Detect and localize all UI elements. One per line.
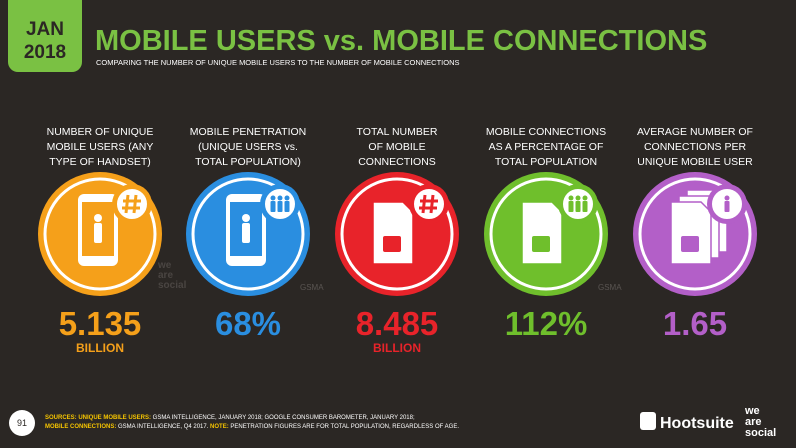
source-segment: MOBILE CONNECTIONS: (45, 424, 116, 430)
stat-label: CONNECTIONS (358, 156, 436, 168)
stat-circle-inner (43, 177, 157, 291)
badge-month: JAN (26, 19, 64, 40)
sim-card (372, 201, 414, 265)
sources: SOURCES: UNIQUE MOBILE USERS: GSMA INTEL… (45, 415, 459, 430)
stat-circle-inner (191, 177, 305, 291)
people-head (284, 195, 290, 201)
source-segment: NOTE: (210, 424, 229, 430)
people-body (270, 201, 276, 212)
people-body (575, 201, 581, 212)
sim-chip (383, 236, 401, 252)
hash-icon (122, 194, 141, 214)
people-head (724, 195, 730, 201)
person-head (242, 214, 250, 222)
source-line: SOURCES: UNIQUE MOBILE USERS: GSMA INTEL… (45, 415, 415, 421)
sim-card (521, 201, 563, 265)
hash-icon (419, 194, 438, 214)
stat-label: OF MOBILE (368, 141, 425, 153)
stat-label: CONNECTIONS PER (644, 141, 747, 153)
stat-unit: BILLION (373, 341, 421, 355)
stat-label: MOBILE USERS (ANY (47, 141, 154, 153)
stat-columns: NUMBER OF UNIQUE MOBILE USERS (ANY TYPE OF… (38, 126, 757, 355)
badge (412, 187, 446, 221)
stat-label: TOTAL POPULATION) (195, 156, 301, 168)
watermark: are (158, 270, 173, 281)
stat-label: MOBILE CONNECTIONS (486, 126, 606, 138)
people-head (575, 195, 581, 201)
badge (115, 187, 149, 221)
sim-chip (681, 236, 699, 252)
stat-circle-inner (489, 177, 603, 291)
stat-label: NUMBER OF UNIQUE (47, 126, 154, 138)
stat-label: TYPE OF HANDSET) (49, 156, 151, 168)
stat-label: AS A PERCENTAGE OF (489, 141, 604, 153)
source-segment: GSMA INTELLIGENCE, JANUARY 2018; GOOGLE … (151, 415, 415, 421)
stat-value: 8.485 (356, 305, 439, 342)
source-segment: SOURCES: UNIQUE MOBILE USERS: (45, 415, 151, 421)
stat-label: UNIQUE MOBILE USER (637, 156, 753, 168)
was-logo-3: social (745, 427, 776, 439)
watermark: GSMA (300, 283, 324, 292)
source-line: MOBILE CONNECTIONS: GSMA INTELLIGENCE, Q… (45, 424, 459, 430)
person-body (242, 223, 250, 243)
sim-chip (532, 236, 550, 252)
sim-card (670, 201, 712, 265)
stat-value: 5.135 (59, 305, 142, 342)
source-segment: PENETRATION FIGURES ARE FOR TOTAL POPULA… (229, 424, 460, 430)
stat-label: AVERAGE NUMBER OF (637, 126, 753, 138)
was-logo-1: we (744, 405, 760, 417)
stat-label: TOTAL POPULATION (495, 156, 597, 168)
page-number-circle (9, 410, 35, 436)
people-body (277, 201, 283, 212)
badge-year: 2018 (24, 42, 66, 63)
people-head (277, 195, 283, 201)
stat-circle-inner (638, 177, 752, 291)
stat-unit: BILLION (76, 341, 124, 355)
people-head (270, 195, 276, 201)
stat-circle-inner (340, 177, 454, 291)
stat-value: 112% (505, 305, 588, 342)
subtitle: COMPARING THE NUMBER OF UNIQUE MOBILE US… (96, 58, 460, 67)
was-logo-2: are (745, 416, 762, 428)
stat-label: TOTAL NUMBER (357, 126, 438, 138)
watermark: social (158, 280, 187, 291)
people-body (724, 201, 730, 212)
watermark: we (157, 260, 172, 271)
hootsuite-icon (640, 412, 656, 430)
date-badge (8, 0, 82, 72)
person-head (94, 214, 102, 222)
watermark: GSMA (598, 283, 622, 292)
page-number: 91 (17, 418, 27, 428)
people-body (582, 201, 588, 212)
source-segment: GSMA INTELLIGENCE, Q4 2017. (116, 424, 210, 430)
people-body (568, 201, 574, 212)
stat-label: (UNIQUE USERS vs. (198, 141, 298, 153)
stat-value: 68% (215, 305, 281, 342)
hootsuite-logo: Hootsuite (660, 415, 734, 432)
people-head (568, 195, 574, 201)
people-body (284, 201, 290, 212)
person-body (94, 223, 102, 243)
title: MOBILE USERS vs. MOBILE CONNECTIONS (95, 25, 707, 57)
stat-value: 1.65 (663, 305, 727, 342)
stat-label: MOBILE PENETRATION (190, 126, 307, 138)
people-head (582, 195, 588, 201)
